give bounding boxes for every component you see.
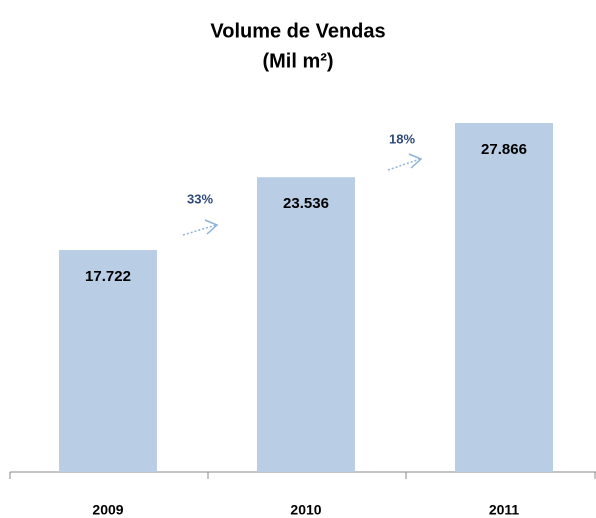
chart-subtitle: (Mil m²) bbox=[262, 50, 333, 72]
bar bbox=[59, 250, 157, 472]
growth-arrow bbox=[182, 153, 423, 236]
bar bbox=[257, 177, 355, 472]
x-tick-label: 2010 bbox=[290, 502, 321, 518]
chart-title: Volume de Vendas bbox=[210, 20, 385, 42]
bar bbox=[455, 123, 553, 472]
x-tick-label: 2009 bbox=[92, 502, 123, 518]
value-label: 23.536 bbox=[283, 195, 329, 212]
annotation: 18% bbox=[389, 131, 415, 146]
value-label: 17.722 bbox=[85, 268, 131, 285]
annotation: 33% bbox=[187, 191, 213, 206]
value-label: 27.866 bbox=[481, 141, 527, 158]
x-tick-label: 2011 bbox=[489, 502, 520, 518]
